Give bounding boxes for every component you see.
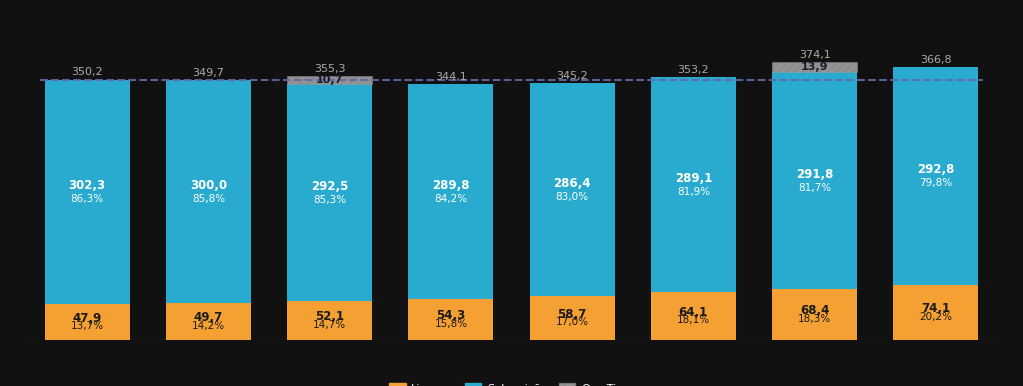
Text: 47,9: 47,9 bbox=[73, 312, 101, 325]
Text: 353,2: 353,2 bbox=[677, 65, 709, 75]
Bar bbox=[651, 77, 736, 292]
Bar bbox=[287, 301, 372, 340]
Text: 344,1: 344,1 bbox=[435, 72, 466, 82]
Text: 74,1: 74,1 bbox=[922, 302, 950, 315]
Bar bbox=[893, 284, 978, 340]
Text: 79,8%: 79,8% bbox=[920, 178, 952, 188]
Bar bbox=[651, 292, 736, 340]
Text: 83,0%: 83,0% bbox=[555, 192, 588, 202]
Text: 49,7: 49,7 bbox=[193, 311, 223, 324]
Text: 366,8: 366,8 bbox=[920, 55, 951, 65]
Bar bbox=[772, 289, 857, 340]
Text: 58,7: 58,7 bbox=[558, 308, 587, 321]
Text: 355,3: 355,3 bbox=[314, 64, 346, 74]
Text: 349,7: 349,7 bbox=[192, 68, 224, 78]
Text: 15,8%: 15,8% bbox=[435, 319, 468, 329]
Bar bbox=[166, 80, 251, 303]
Text: 10,7: 10,7 bbox=[316, 75, 344, 85]
Text: 18,1%: 18,1% bbox=[677, 315, 710, 325]
Text: 81,7%: 81,7% bbox=[798, 183, 831, 193]
Text: 286,4: 286,4 bbox=[553, 177, 591, 190]
Text: 14,2%: 14,2% bbox=[192, 321, 225, 331]
Bar bbox=[893, 67, 978, 284]
Bar bbox=[287, 84, 372, 301]
Text: 18,3%: 18,3% bbox=[798, 314, 831, 324]
Text: 374,1: 374,1 bbox=[799, 50, 831, 59]
Bar bbox=[287, 76, 372, 84]
Text: 64,1: 64,1 bbox=[678, 306, 708, 319]
Bar bbox=[408, 84, 493, 300]
Text: 81,9%: 81,9% bbox=[677, 187, 710, 197]
Bar bbox=[166, 303, 251, 340]
Text: 85,8%: 85,8% bbox=[192, 194, 225, 204]
Text: 17,0%: 17,0% bbox=[555, 317, 588, 327]
Text: 291,8: 291,8 bbox=[796, 168, 834, 181]
Text: 84,2%: 84,2% bbox=[435, 194, 468, 204]
Text: 86,3%: 86,3% bbox=[71, 194, 103, 204]
Text: 292,5: 292,5 bbox=[311, 180, 348, 193]
Text: 13,9: 13,9 bbox=[801, 62, 829, 72]
Text: 300,0: 300,0 bbox=[190, 179, 227, 192]
Text: 302,3: 302,3 bbox=[69, 179, 105, 192]
Bar bbox=[772, 62, 857, 72]
Bar bbox=[530, 296, 615, 340]
Text: 13,7%: 13,7% bbox=[71, 322, 103, 331]
Text: 289,8: 289,8 bbox=[432, 179, 470, 192]
Bar bbox=[408, 300, 493, 340]
Text: 350,2: 350,2 bbox=[72, 68, 103, 77]
Text: 292,8: 292,8 bbox=[918, 164, 954, 176]
Text: 345,2: 345,2 bbox=[557, 71, 588, 81]
Legend: Licença, Subscrição, One-Time: Licença, Subscrição, One-Time bbox=[385, 379, 638, 386]
Text: 20,2%: 20,2% bbox=[920, 312, 952, 322]
Text: 14,7%: 14,7% bbox=[313, 320, 346, 330]
Bar bbox=[772, 72, 857, 289]
Bar bbox=[45, 80, 130, 304]
Text: 289,1: 289,1 bbox=[675, 172, 712, 185]
Text: 85,3%: 85,3% bbox=[313, 195, 346, 205]
Text: 52,1: 52,1 bbox=[315, 310, 344, 323]
Text: 54,3: 54,3 bbox=[436, 309, 465, 322]
Bar bbox=[45, 304, 130, 340]
Bar bbox=[530, 83, 615, 296]
Text: 68,4: 68,4 bbox=[800, 304, 830, 317]
